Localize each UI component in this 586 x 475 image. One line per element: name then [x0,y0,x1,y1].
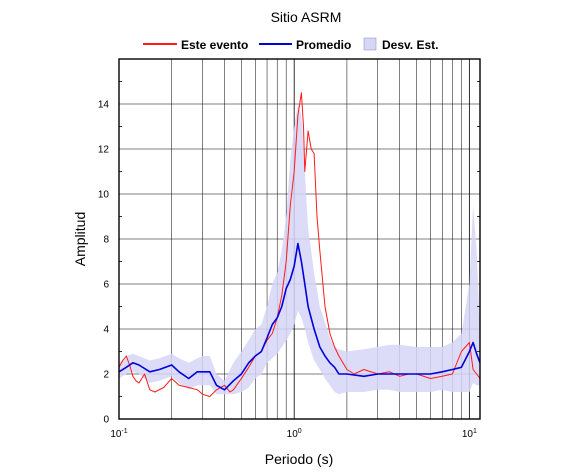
y-tick-label: 12 [98,145,110,156]
x-tick-label: 100 [287,428,302,440]
legend-swatch-desv-est [363,37,377,51]
legend-label-desv-est: Desv. Est. [382,38,438,52]
tick-labels: 0 2 4 6 8 10 12 14 10-1 100 101 [98,100,477,441]
y-tick-label: 10 [98,190,110,201]
axes [118,58,481,420]
series-line-este-evento [119,92,480,397]
series-line-promedio [119,242,480,391]
plot-frame [118,58,481,420]
legend: Este evento Promedio Desv. Est. [143,37,438,52]
y-tick-label: 2 [103,370,109,381]
legend-label-promedio: Promedio [296,38,351,52]
legend-label-este-evento: Este evento [181,38,248,52]
x-tick-label: 10-1 [110,428,127,440]
y-tick-label: 0 [103,415,109,426]
y-tick-label: 4 [103,325,109,336]
y-tick-label: 8 [103,235,109,246]
x-tick-label: 101 [462,428,477,440]
y-axis-label: Amplitud [72,212,88,266]
y-tick-label: 6 [103,280,109,291]
x-axis-label: Periodo (s) [265,451,333,467]
chart-title: Sitio ASRM [271,9,342,25]
y-tick-label: 14 [98,100,110,111]
series-layer [119,92,480,397]
